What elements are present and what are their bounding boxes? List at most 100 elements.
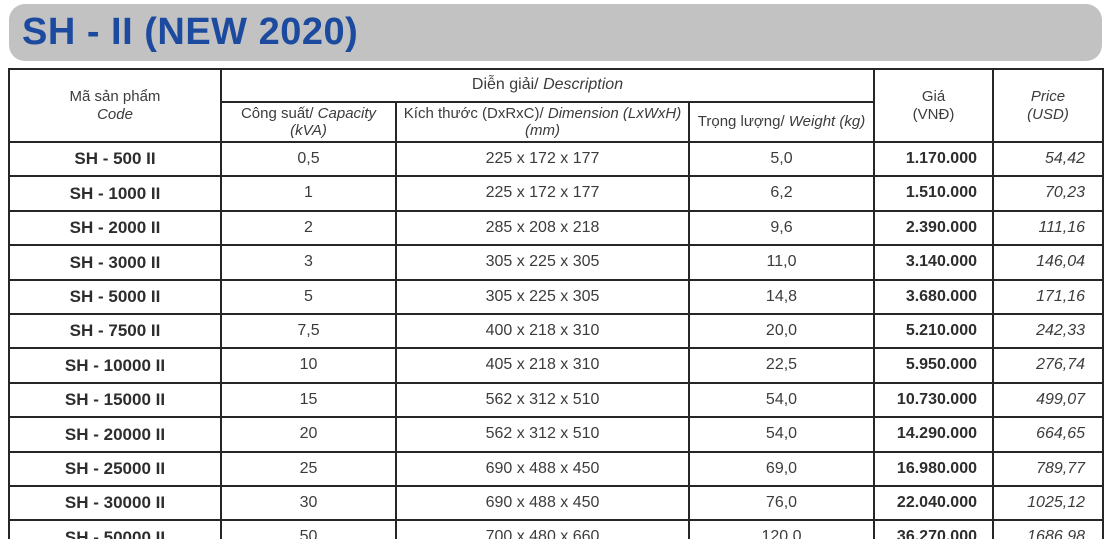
col-header-price-vnd: Giá (VNĐ)	[873, 68, 994, 143]
cell-dimension: 305 x 225 x 305	[395, 244, 690, 281]
cell-capacity: 25	[220, 450, 397, 487]
table-row: SH - 7500 II 7,5 400 x 218 x 310 20,0 5.…	[8, 312, 1104, 350]
cell-product-code: SH - 5000 II	[8, 278, 222, 315]
col-header-price-usd: Price (USD)	[992, 68, 1104, 143]
cell-product-code: SH - 3000 II	[8, 244, 222, 281]
cell-weight: 5,0	[688, 140, 875, 178]
cell-price-vnd: 14.290.000	[873, 416, 994, 453]
table-row: SH - 50000 II 50 700 x 480 x 660 120,0 3…	[8, 519, 1104, 539]
cell-capacity: 50	[220, 519, 397, 539]
table-row: SH - 1000 II 1 225 x 172 x 177 6,2 1.510…	[8, 175, 1104, 212]
col-header-capacity-unit: (kVA)	[290, 122, 327, 139]
cell-product-code: SH - 500 II	[8, 140, 222, 178]
cell-capacity: 3	[220, 244, 397, 281]
cell-dimension: 562 x 312 x 510	[395, 381, 690, 419]
cell-capacity: 15	[220, 381, 397, 419]
table-body: SH - 500 II 0,5 225 x 172 x 177 5,0 1.17…	[8, 140, 1104, 539]
col-header-description-vi: Diễn giải/	[471, 76, 539, 94]
col-header-price-usd-line2: (USD)	[1027, 105, 1069, 123]
cell-price-vnd: 5.210.000	[873, 312, 994, 350]
table-row: SH - 500 II 0,5 225 x 172 x 177 5,0 1.17…	[8, 140, 1104, 178]
table-row: SH - 5000 II 5 305 x 225 x 305 14,8 3.68…	[8, 278, 1104, 315]
cell-weight: 76,0	[688, 484, 875, 522]
col-header-description: Diễn giải/ Description	[220, 68, 875, 103]
cell-dimension: 700 x 480 x 660	[395, 519, 690, 539]
cell-price-vnd: 1.510.000	[873, 175, 994, 212]
cell-price-usd: 1025,12	[992, 484, 1104, 522]
cell-capacity: 30	[220, 484, 397, 522]
cell-price-usd: 146,04	[992, 244, 1104, 281]
col-header-dimension-vi: Kích thước (DxRxC)/	[403, 104, 544, 122]
cell-dimension: 225 x 172 x 177	[395, 175, 690, 212]
col-header-weight: Trọng lượng/ Weight (kg)	[688, 101, 875, 143]
cell-product-code: SH - 7500 II	[8, 312, 222, 350]
cell-product-code: SH - 25000 II	[8, 450, 222, 487]
cell-price-vnd: 10.730.000	[873, 381, 994, 419]
cell-price-usd: 111,16	[992, 209, 1104, 247]
cell-weight: 14,8	[688, 278, 875, 315]
cell-product-code: SH - 20000 II	[8, 416, 222, 453]
table-row: SH - 25000 II 25 690 x 488 x 450 69,0 16…	[8, 450, 1104, 487]
col-header-code: Mã sản phẩm Code	[8, 68, 222, 143]
page-title: SH - II (NEW 2020)	[22, 11, 359, 53]
cell-dimension: 400 x 218 x 310	[395, 312, 690, 350]
cell-price-vnd: 3.140.000	[873, 244, 994, 281]
col-header-capacity-en: Capacity	[317, 104, 377, 122]
cell-dimension: 405 x 218 x 310	[395, 347, 690, 384]
cell-weight: 6,2	[688, 175, 875, 212]
cell-dimension: 305 x 225 x 305	[395, 278, 690, 315]
cell-product-code: SH - 15000 II	[8, 381, 222, 419]
cell-price-vnd: 3.680.000	[873, 278, 994, 315]
cell-product-code: SH - 30000 II	[8, 484, 222, 522]
price-table: Mã sản phẩm Code Diễn giải/ Description …	[8, 68, 1104, 539]
cell-weight: 120,0	[688, 519, 875, 539]
col-header-dimension: Kích thước (DxRxC)/ Dimension (LxWxH) (m…	[395, 101, 690, 143]
cell-capacity: 1	[220, 175, 397, 212]
table-row: SH - 10000 II 10 405 x 218 x 310 22,5 5.…	[8, 347, 1104, 384]
cell-price-usd: 499,07	[992, 381, 1104, 419]
col-header-capacity: Công suất/ Capacity (kVA)	[220, 101, 397, 143]
cell-product-code: SH - 1000 II	[8, 175, 222, 212]
cell-price-usd: 242,33	[992, 312, 1104, 350]
cell-price-usd: 789,77	[992, 450, 1104, 487]
col-header-weight-en: Weight (kg)	[788, 113, 866, 131]
cell-weight: 9,6	[688, 209, 875, 247]
cell-price-vnd: 16.980.000	[873, 450, 994, 487]
cell-capacity: 2	[220, 209, 397, 247]
col-header-dimension-unit: (mm)	[525, 122, 560, 139]
cell-dimension: 225 x 172 x 177	[395, 140, 690, 178]
cell-price-vnd: 1.170.000	[873, 140, 994, 178]
col-header-description-en: Description	[543, 76, 624, 94]
cell-product-code: SH - 50000 II	[8, 519, 222, 539]
cell-product-code: SH - 10000 II	[8, 347, 222, 384]
cell-price-usd: 1686,98	[992, 519, 1104, 539]
col-header-code-en: Code	[97, 105, 133, 123]
cell-product-code: SH - 2000 II	[8, 209, 222, 247]
cell-price-usd: 70,23	[992, 175, 1104, 212]
cell-price-vnd: 2.390.000	[873, 209, 994, 247]
cell-capacity: 0,5	[220, 140, 397, 178]
cell-price-vnd: 36.270.000	[873, 519, 994, 539]
table-header: Mã sản phẩm Code Diễn giải/ Description …	[8, 68, 1104, 143]
cell-capacity: 5	[220, 278, 397, 315]
col-header-code-vi: Mã sản phẩm	[69, 88, 161, 106]
cell-price-usd: 664,65	[992, 416, 1104, 453]
cell-price-vnd: 22.040.000	[873, 484, 994, 522]
table-row: SH - 3000 II 3 305 x 225 x 305 11,0 3.14…	[8, 244, 1104, 281]
cell-price-usd: 276,74	[992, 347, 1104, 384]
col-header-price-vnd-line1: Giá	[921, 88, 946, 106]
table-row: SH - 30000 II 30 690 x 488 x 450 76,0 22…	[8, 484, 1104, 522]
table-row: SH - 15000 II 15 562 x 312 x 510 54,0 10…	[8, 381, 1104, 419]
cell-weight: 69,0	[688, 450, 875, 487]
cell-dimension: 562 x 312 x 510	[395, 416, 690, 453]
cell-dimension: 285 x 208 x 218	[395, 209, 690, 247]
cell-capacity: 20	[220, 416, 397, 453]
cell-weight: 22,5	[688, 347, 875, 384]
table-row: SH - 20000 II 20 562 x 312 x 510 54,0 14…	[8, 416, 1104, 453]
cell-weight: 54,0	[688, 416, 875, 453]
cell-capacity: 10	[220, 347, 397, 384]
title-bar: SH - II (NEW 2020)	[9, 4, 1102, 61]
cell-price-usd: 171,16	[992, 278, 1104, 315]
cell-capacity: 7,5	[220, 312, 397, 350]
